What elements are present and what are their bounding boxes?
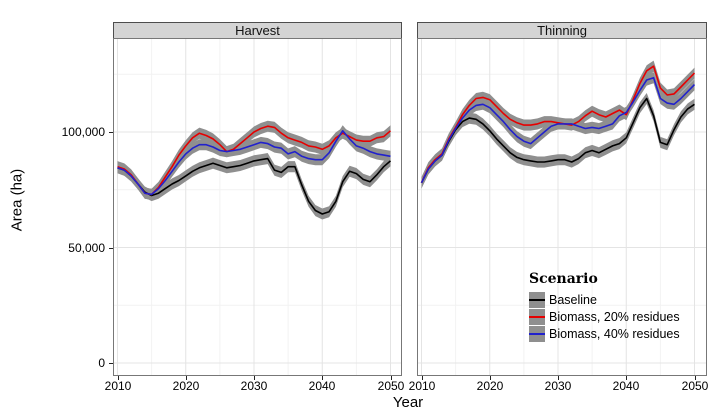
legend-item-biomass-40: Biomass, 40% residues: [529, 325, 680, 342]
x-axis-tick-mark: [391, 376, 392, 380]
facet-plot-area: [113, 38, 402, 376]
x-axis-tick-label: 2050: [377, 379, 405, 393]
x-axis-tick-mark: [558, 376, 559, 380]
panel-harvest: [113, 38, 402, 376]
x-axis-tick-mark: [322, 376, 323, 380]
y-axis-tick-mark: [109, 132, 113, 133]
y-axis-title: Area (ha): [8, 168, 26, 232]
x-axis-tick-label: 2010: [104, 379, 132, 393]
x-axis-tick-mark: [626, 376, 627, 380]
y-axis-tick-label: 100,000: [61, 125, 105, 139]
legend-title: Scenario: [529, 271, 598, 287]
x-axis-tick-label: 2030: [240, 379, 268, 393]
y-axis-tick-label: 50,000: [68, 241, 105, 255]
x-axis-tick-mark: [254, 376, 255, 380]
legend-key-swatch: [529, 308, 545, 325]
x-axis-tick-label: 2030: [544, 379, 572, 393]
legend-item-label: Biomass, 40% residues: [549, 326, 680, 341]
legend: Scenario Baseline Biomass, 20% residues …: [529, 271, 680, 342]
legend-key-swatch: [529, 325, 545, 342]
x-axis-tick-label: 2020: [476, 379, 504, 393]
x-axis-tick-label: 2010: [408, 379, 436, 393]
legend-key-line: [529, 298, 545, 301]
legend-key-line: [529, 332, 545, 335]
x-axis-tick-mark: [695, 376, 696, 380]
x-axis-tick-mark: [186, 376, 187, 380]
x-axis-tick-label: 2040: [308, 379, 336, 393]
x-axis-title: Year: [392, 394, 424, 411]
x-axis-tick-mark: [490, 376, 491, 380]
facet-strip-harvest: Harvest: [113, 22, 402, 39]
facet-strip-thinning: Thinning: [417, 22, 707, 39]
legend-key-swatch: [529, 291, 545, 308]
legend-item-label: Biomass, 20% residues: [549, 309, 680, 324]
legend-item-label: Baseline: [549, 292, 597, 307]
facet-plot-area: [417, 38, 707, 376]
legend-key-line: [529, 315, 545, 318]
y-axis-tick-mark: [109, 248, 113, 249]
x-axis-tick-mark: [118, 376, 119, 380]
y-axis-tick-mark: [109, 363, 113, 364]
legend-item-biomass-20: Biomass, 20% residues: [529, 308, 680, 325]
x-axis-tick-label: 2040: [612, 379, 640, 393]
x-axis-tick-mark: [422, 376, 423, 380]
facet-strip-label: Thinning: [537, 23, 587, 38]
facet-strip-label: Harvest: [235, 23, 280, 38]
x-axis-tick-label: 2020: [172, 379, 200, 393]
legend-item-baseline: Baseline: [529, 291, 680, 308]
y-axis-tick-label: 0: [98, 356, 105, 370]
x-axis-tick-label: 2050: [681, 379, 709, 393]
panel-thinning: [417, 38, 707, 376]
